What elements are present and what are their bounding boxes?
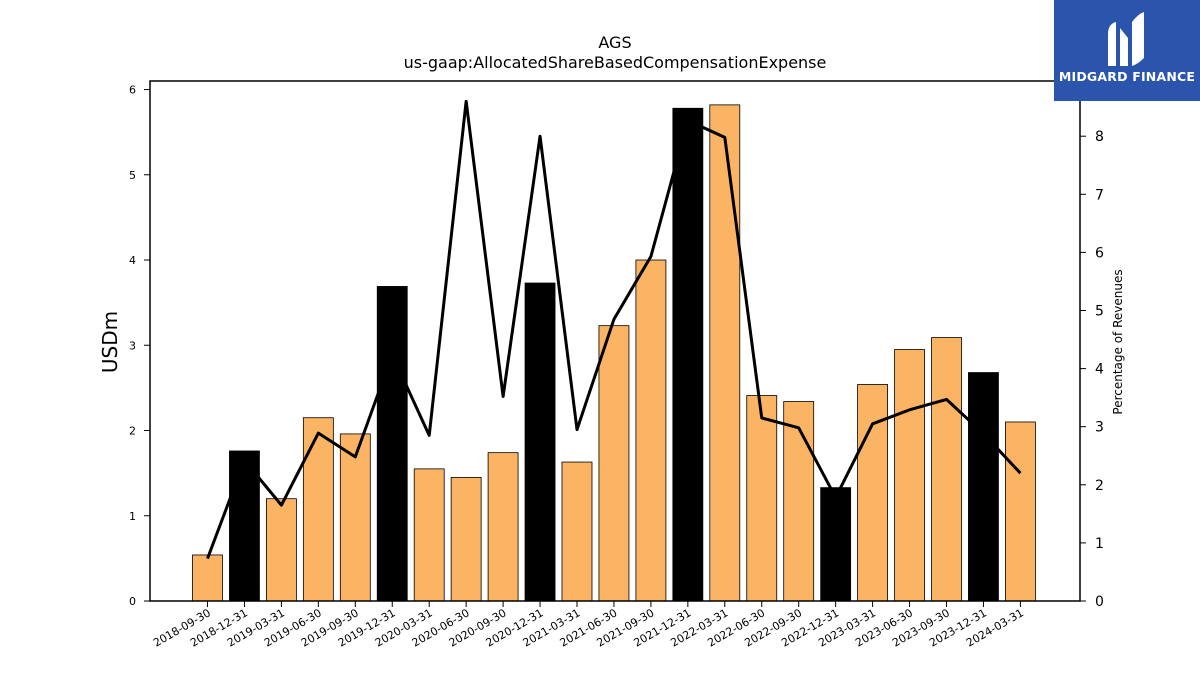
y2-tick-label-5: 5 [1095,303,1104,319]
bar-2022-09-30 [783,401,815,602]
bar-2022-06-30 [746,395,778,602]
logo-mark-icon [1108,12,1144,66]
bar-2020-12-31 [524,282,556,602]
bar-2021-06-30 [598,325,630,602]
bar-2021-03-31 [561,461,593,602]
y2-tick-label-1: 1 [1095,536,1104,552]
y2-axis-label: Percentage of Revenues [1111,269,1125,414]
bar-2020-03-31 [413,468,445,602]
y2-tick-label-2: 2 [1095,478,1104,494]
midgard-finance-logo: MIDGARD FINANCE [1054,0,1200,101]
y-tick-label-6: 6 [129,84,136,97]
bar-2023-03-31 [857,384,888,602]
bar-2020-06-30 [450,476,482,602]
bar-2019-03-31 [265,498,297,602]
bar-2018-09-30 [192,554,223,602]
percentage-line [206,99,1022,560]
bar-2021-09-30 [635,259,667,602]
y2-tick-label-6: 6 [1095,245,1104,261]
chart-subtitle: us-gaap:AllocatedShareBasedCompensationE… [404,53,827,72]
y2-tick-label-8: 8 [1095,129,1104,145]
bar-2019-09-30 [339,433,371,602]
bar-2023-12-31 [968,372,999,602]
bar-2022-03-31 [709,104,741,602]
y-tick-label-2: 2 [129,425,136,438]
bars-group [192,104,1036,602]
plot-frame [149,80,1081,602]
y2-tick-label-7: 7 [1095,187,1104,203]
bar-2020-09-30 [487,452,519,602]
chart-title: AGS [598,33,631,52]
y-axis-label: USDm [98,311,122,373]
x-axis: 2018-09-302018-12-312019-03-312019-06-30… [151,601,1026,650]
bar-2023-06-30 [894,349,925,602]
logo-text: MIDGARD FINANCE [1058,69,1196,84]
y2-tick-label-4: 4 [1095,362,1104,378]
y-tick-label-5: 5 [129,169,136,182]
y-tick-label-0: 0 [129,595,136,608]
y2-tick-label-0: 0 [1095,594,1104,610]
bar-2021-12-31 [672,107,704,602]
right-axis: 0 1 2 3 4 5 6 7 8 [1080,129,1104,610]
y2-tick-label-3: 3 [1095,420,1104,436]
y-tick-label-4: 4 [129,254,136,267]
bar-2024-03-31 [1005,421,1036,602]
y-tick-label-1: 1 [129,510,136,523]
y-tick-label-3: 3 [129,339,136,352]
bar-2022-12-31 [820,487,852,602]
bar-2019-06-30 [302,417,334,602]
bar-2023-09-30 [931,337,962,602]
left-axis: 0 1 2 3 4 5 6 [129,84,150,608]
bar-2019-12-31 [376,286,408,602]
bar-2018-12-31 [229,450,260,602]
